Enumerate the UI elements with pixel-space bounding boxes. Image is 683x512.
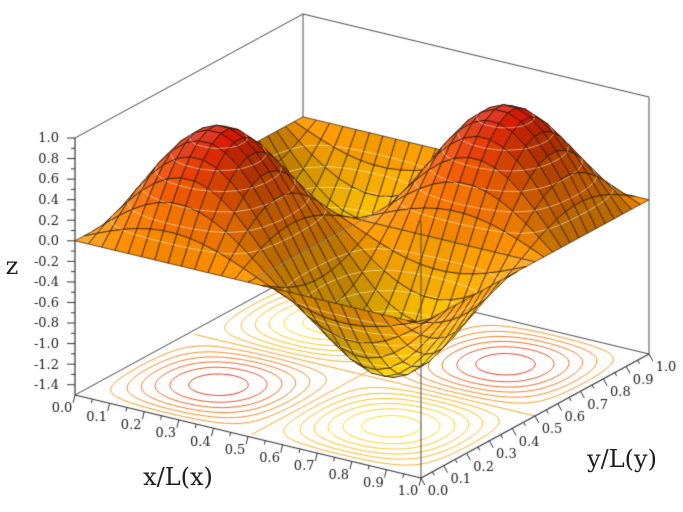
x-axis-title: x/L(x) bbox=[143, 463, 213, 491]
y-axis-title: y/L(y) bbox=[587, 445, 657, 473]
z-axis-title: z bbox=[5, 252, 19, 280]
